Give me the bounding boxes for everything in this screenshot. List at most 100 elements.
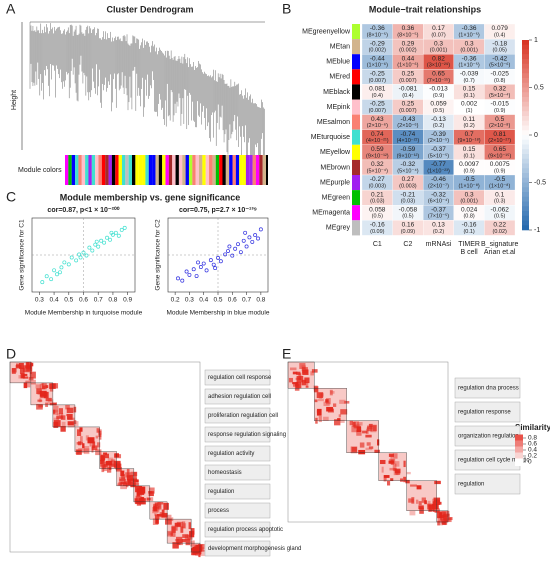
sim-bg — [287, 361, 449, 523]
sim-cell — [392, 463, 397, 471]
sim-cell — [155, 518, 159, 524]
sim-cell — [356, 426, 362, 433]
cell-cor: 0.3 — [465, 40, 474, 47]
legend-swatch — [522, 158, 529, 164]
sim-cell — [318, 415, 322, 423]
sim-cell — [311, 369, 318, 373]
panel-label: B — [282, 1, 291, 17]
sim-cell — [182, 534, 189, 538]
sim-cell — [11, 368, 16, 374]
word-cloud: process — [208, 508, 229, 514]
sim-cell — [105, 453, 110, 459]
sim-cell — [316, 392, 324, 399]
cell-p: (0.001) — [460, 199, 478, 205]
word-cloud: regulation response — [458, 410, 511, 416]
sim-cell — [366, 442, 371, 446]
sim-block — [346, 420, 379, 453]
sim-cell — [334, 419, 341, 426]
sim-cell — [118, 482, 123, 486]
sim-cell — [197, 545, 202, 552]
row-color — [352, 144, 360, 160]
sim-block — [166, 518, 192, 544]
module-color — [185, 155, 189, 185]
cell-cor: -0.16 — [370, 222, 385, 229]
x-tick-label: 0.8 — [256, 297, 265, 304]
sim-cell — [154, 502, 161, 508]
sim-cell — [389, 458, 396, 464]
module-color — [252, 155, 256, 185]
sim-cell — [37, 391, 42, 395]
x-tick-label: 0.3 — [35, 297, 44, 304]
sim-cell — [296, 375, 304, 383]
sim-cell — [383, 475, 390, 478]
word-box — [454, 377, 521, 399]
legend-swatch — [522, 154, 529, 160]
sim-block — [378, 452, 407, 481]
sim-cell — [66, 413, 73, 417]
cell-p: (0.003) — [369, 183, 387, 189]
sim-cell — [300, 382, 303, 386]
sim-cell — [67, 415, 73, 420]
module-color — [135, 155, 139, 185]
cell-cor: 0.1 — [495, 191, 504, 198]
sim-cell — [370, 425, 377, 433]
sim-cell — [319, 393, 323, 399]
legend-tick-label: 1 — [534, 37, 538, 44]
legend-swatch — [522, 187, 529, 193]
sim-block — [9, 361, 32, 384]
sim-cell — [406, 471, 411, 475]
word-box — [204, 407, 271, 424]
sim-cell — [367, 425, 373, 432]
legend-swatch — [522, 206, 529, 212]
scatter-point — [122, 225, 127, 230]
cell-cor: -0.42 — [492, 55, 507, 62]
sim-cell — [158, 504, 162, 510]
legend-swatch — [522, 173, 529, 179]
cell-cor: 0.25 — [402, 101, 415, 108]
sim-cell — [154, 503, 159, 507]
cell-p: (0.5) — [372, 214, 383, 220]
row-color — [352, 159, 360, 175]
sim-cell — [350, 446, 358, 454]
legend-tick-label: 0.2 — [528, 453, 537, 460]
sim-cell — [110, 459, 116, 464]
sim-cell — [394, 461, 400, 467]
cell-p: (1×10⁻⁸) — [458, 182, 479, 189]
column-label: Arian et.al — [484, 249, 516, 256]
row-color — [352, 190, 360, 206]
cell-p: (0.4) — [494, 32, 505, 38]
sim-cell — [314, 399, 318, 403]
cell-p: (0.9) — [433, 93, 444, 99]
word-box — [454, 473, 521, 495]
sim-block — [30, 382, 54, 406]
sim-cell — [137, 487, 144, 495]
sim-cell — [184, 534, 191, 541]
sim-cell — [35, 384, 41, 389]
scatter-point — [198, 265, 203, 269]
sim-cell — [96, 428, 100, 433]
cell-p: (0.003) — [399, 183, 417, 189]
scatter-point — [94, 239, 99, 244]
scatter-point — [62, 260, 67, 265]
dendrogram-title: Cluster Dendrogram — [106, 4, 193, 14]
sim-cell — [392, 453, 398, 459]
sim-cell — [329, 389, 333, 396]
sim-cell — [295, 381, 302, 389]
sim-block — [190, 542, 201, 553]
module-color — [209, 155, 213, 185]
word-cloud: regulation — [208, 489, 234, 495]
sim-cell — [383, 475, 387, 482]
sim-cell — [388, 453, 394, 457]
x-tick-label: 0.6 — [228, 297, 237, 304]
cell-p: (0.07) — [431, 32, 446, 38]
scatter-point — [116, 233, 121, 238]
sim-cell — [182, 521, 186, 529]
sim-cell — [292, 382, 299, 385]
cell-p: (4×10⁻²¹) — [366, 138, 389, 144]
sim-cell — [445, 517, 452, 523]
sim-cell — [323, 401, 330, 407]
sim-block — [52, 404, 76, 428]
sim-cell — [87, 437, 95, 444]
sim-cell — [418, 505, 424, 510]
scatter-point — [226, 249, 230, 253]
